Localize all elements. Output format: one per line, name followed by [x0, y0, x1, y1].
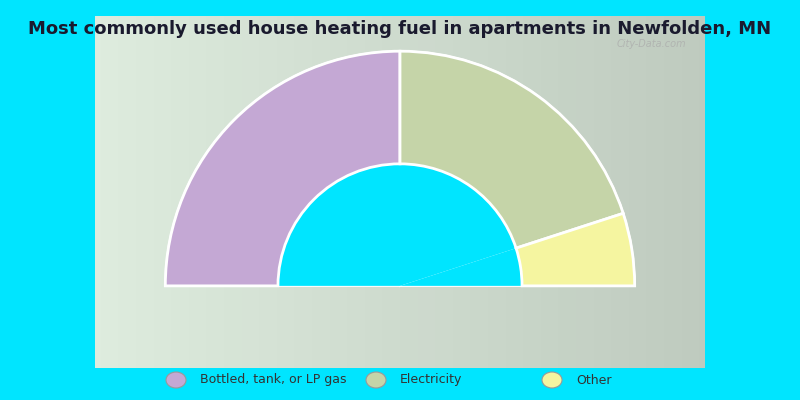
Bar	[154, 4, 171, 400]
Wedge shape	[400, 51, 623, 286]
Bar	[682, 4, 699, 400]
Bar	[66, 4, 83, 400]
Bar	[699, 4, 717, 400]
Ellipse shape	[166, 372, 186, 388]
Bar	[118, 4, 136, 400]
Bar	[189, 4, 206, 400]
Bar	[365, 4, 382, 400]
Bar	[277, 4, 294, 400]
Wedge shape	[400, 213, 634, 286]
Ellipse shape	[366, 372, 386, 388]
Bar	[400, 4, 418, 400]
Bar	[48, 4, 66, 400]
Bar	[206, 4, 224, 400]
Text: Most commonly used house heating fuel in apartments in Newfolden, MN: Most commonly used house heating fuel in…	[29, 20, 771, 38]
Bar	[453, 4, 470, 400]
Bar	[558, 4, 576, 400]
Bar	[576, 4, 594, 400]
Bar	[224, 4, 242, 400]
Text: Other: Other	[576, 374, 611, 386]
Bar	[347, 4, 365, 400]
Wedge shape	[400, 164, 516, 286]
Bar	[488, 4, 506, 400]
Bar	[382, 4, 400, 400]
Wedge shape	[400, 51, 623, 248]
Bar	[594, 4, 611, 400]
Bar	[506, 4, 523, 400]
Wedge shape	[278, 164, 400, 286]
Bar	[523, 4, 541, 400]
Bar	[629, 4, 646, 400]
Bar	[734, 4, 752, 400]
Bar	[717, 4, 734, 400]
Ellipse shape	[542, 372, 562, 388]
Bar	[330, 4, 347, 400]
Wedge shape	[400, 248, 522, 286]
Bar	[646, 4, 664, 400]
Bar	[541, 4, 558, 400]
Bar	[259, 4, 277, 400]
Bar	[470, 4, 488, 400]
Bar	[171, 4, 189, 400]
Bar	[611, 4, 629, 400]
Bar	[418, 4, 435, 400]
Bar	[242, 4, 259, 400]
Text: Electricity: Electricity	[400, 374, 462, 386]
Text: Bottled, tank, or LP gas: Bottled, tank, or LP gas	[200, 374, 346, 386]
Text: City-Data.com: City-Data.com	[617, 40, 686, 50]
Bar	[294, 4, 312, 400]
Bar	[83, 4, 101, 400]
Bar	[664, 4, 682, 400]
Wedge shape	[516, 213, 634, 286]
Bar	[435, 4, 453, 400]
Bar	[136, 4, 154, 400]
Wedge shape	[166, 51, 400, 286]
Bar	[312, 4, 330, 400]
Wedge shape	[166, 51, 400, 286]
Bar	[101, 4, 118, 400]
